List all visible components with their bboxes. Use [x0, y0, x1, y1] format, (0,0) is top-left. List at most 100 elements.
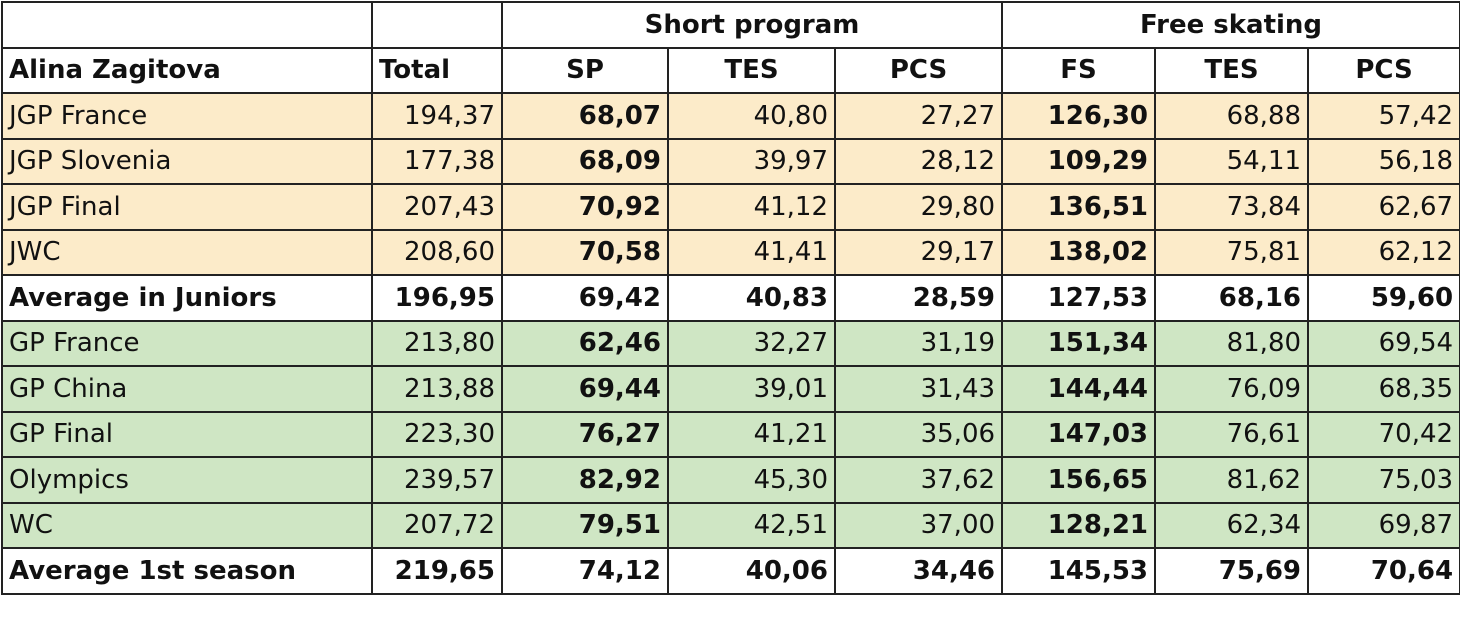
table-row: GP France 213,80 62,46 32,27 31,19 151,34 81,8…: [1, 319, 1460, 367]
value-cell: 62,12: [1307, 228, 1460, 276]
value-cell: 31,43: [833, 365, 1004, 413]
row-label-cell: GP Final: [1, 410, 373, 458]
row-label-cell: Average in Juniors: [1, 274, 373, 322]
value-cell: 136,51: [1001, 183, 1157, 231]
value-cell: 145,53: [1001, 547, 1157, 595]
column-header: Alina Zagitova: [1, 46, 373, 94]
table-row: JGP Slovenia 177,38 68,09 39,97 28,12 109,29 5…: [1, 137, 1460, 185]
group-header-total: [371, 1, 503, 49]
value-cell: 75,69: [1154, 547, 1310, 595]
average-row: Average in Juniors 196,95 69,42 40,83 28,59 1…: [1, 274, 1460, 322]
value-cell: 34,46: [833, 547, 1004, 595]
value-cell: 109,29: [1001, 137, 1157, 185]
group-header-short-program: Short program: [500, 1, 1004, 49]
table-row: JGP Final 207,43 70,92 41,12 29,80 136,51 73,8…: [1, 183, 1460, 231]
value-cell: 81,62: [1154, 456, 1310, 504]
value-cell: 29,80: [833, 183, 1004, 231]
value-cell: 39,97: [667, 137, 836, 185]
value-cell: 207,72: [371, 501, 503, 549]
table-row: JGP France 194,37 68,07 40,80 27,27 126,30 68,…: [1, 92, 1460, 140]
value-cell: 223,30: [371, 410, 503, 458]
value-cell: 57,42: [1307, 92, 1460, 140]
row-label-cell: GP China: [1, 365, 373, 413]
row-label-cell: JGP France: [1, 92, 373, 140]
value-cell: 208,60: [371, 228, 503, 276]
column-header: Total: [371, 46, 503, 94]
value-cell: 156,65: [1001, 456, 1157, 504]
value-cell: 62,46: [501, 319, 669, 367]
value-cell: 39,01: [667, 365, 836, 413]
results-table: Short program Free skating Alina Zagitov…: [1, 1, 1460, 595]
value-cell: 37,62: [833, 456, 1004, 504]
group-header-row: Short program Free skating: [1, 1, 1460, 49]
value-cell: 37,00: [833, 501, 1004, 549]
value-cell: 35,06: [833, 410, 1004, 458]
value-cell: 76,61: [1154, 410, 1310, 458]
value-cell: 138,02: [1001, 228, 1157, 276]
table-row: GP Final 223,30 76,27 41,21 35,06 147,03 76,61…: [1, 410, 1460, 458]
group-header-name: [1, 1, 373, 49]
value-cell: 76,09: [1154, 365, 1310, 413]
value-cell: 41,21: [667, 410, 836, 458]
table-row: GP China 213,88 69,44 39,01 31,43 144,44 76,09…: [1, 365, 1460, 413]
row-label-cell: Average 1st season: [1, 547, 373, 595]
value-cell: 70,64: [1307, 547, 1460, 595]
value-cell: 69,87: [1307, 501, 1460, 549]
group-header-free-skating: Free skating: [1001, 1, 1460, 49]
row-label-cell: Olympics: [1, 456, 373, 504]
value-cell: 56,18: [1307, 137, 1460, 185]
value-cell: 196,95: [371, 274, 503, 322]
row-label-cell: GP France: [1, 319, 373, 367]
value-cell: 73,84: [1154, 183, 1310, 231]
value-cell: 31,19: [833, 319, 1004, 367]
value-cell: 68,35: [1307, 365, 1460, 413]
value-cell: 68,09: [501, 137, 669, 185]
value-cell: 70,92: [501, 183, 669, 231]
value-cell: 219,65: [371, 547, 503, 595]
value-cell: 29,17: [833, 228, 1004, 276]
value-cell: 194,37: [371, 92, 503, 140]
value-cell: 54,11: [1154, 137, 1310, 185]
value-cell: 128,21: [1001, 501, 1157, 549]
value-cell: 79,51: [501, 501, 669, 549]
value-cell: 59,60: [1307, 274, 1460, 322]
row-label-cell: JGP Slovenia: [1, 137, 373, 185]
column-header: TES: [667, 46, 836, 94]
value-cell: 239,57: [371, 456, 503, 504]
average-row: Average 1st season 219,65 74,12 40,06 34,46 1…: [1, 547, 1460, 595]
value-cell: 45,30: [667, 456, 836, 504]
column-header-row: Alina Zagitova Total SP TES PCS FS TES P…: [1, 46, 1460, 94]
value-cell: 69,42: [501, 274, 669, 322]
column-header: PCS: [833, 46, 1004, 94]
column-header: FS: [1001, 46, 1157, 94]
value-cell: 68,07: [501, 92, 669, 140]
value-cell: 27,27: [833, 92, 1004, 140]
table-row: Olympics 239,57 82,92 45,30 37,62 156,65 81,62…: [1, 456, 1460, 504]
row-label-cell: WC: [1, 501, 373, 549]
value-cell: 207,43: [371, 183, 503, 231]
value-cell: 70,58: [501, 228, 669, 276]
value-cell: 28,12: [833, 137, 1004, 185]
value-cell: 28,59: [833, 274, 1004, 322]
table-body: JGP France 194,37 68,07 40,80 27,27 126,30 68,…: [1, 92, 1460, 595]
table-row: WC 207,72 79,51 42,51 37,00 128,21 62,34 69,87: [1, 501, 1460, 549]
value-cell: 41,12: [667, 183, 836, 231]
value-cell: 151,34: [1001, 319, 1157, 367]
value-cell: 213,80: [371, 319, 503, 367]
value-cell: 42,51: [667, 501, 836, 549]
value-cell: 81,80: [1154, 319, 1310, 367]
value-cell: 70,42: [1307, 410, 1460, 458]
value-cell: 144,44: [1001, 365, 1157, 413]
value-cell: 40,83: [667, 274, 836, 322]
column-header: PCS: [1307, 46, 1460, 94]
value-cell: 62,67: [1307, 183, 1460, 231]
value-cell: 76,27: [501, 410, 669, 458]
value-cell: 147,03: [1001, 410, 1157, 458]
value-cell: 75,81: [1154, 228, 1310, 276]
value-cell: 68,16: [1154, 274, 1310, 322]
value-cell: 69,54: [1307, 319, 1460, 367]
value-cell: 82,92: [501, 456, 669, 504]
value-cell: 177,38: [371, 137, 503, 185]
value-cell: 40,80: [667, 92, 836, 140]
value-cell: 62,34: [1154, 501, 1310, 549]
